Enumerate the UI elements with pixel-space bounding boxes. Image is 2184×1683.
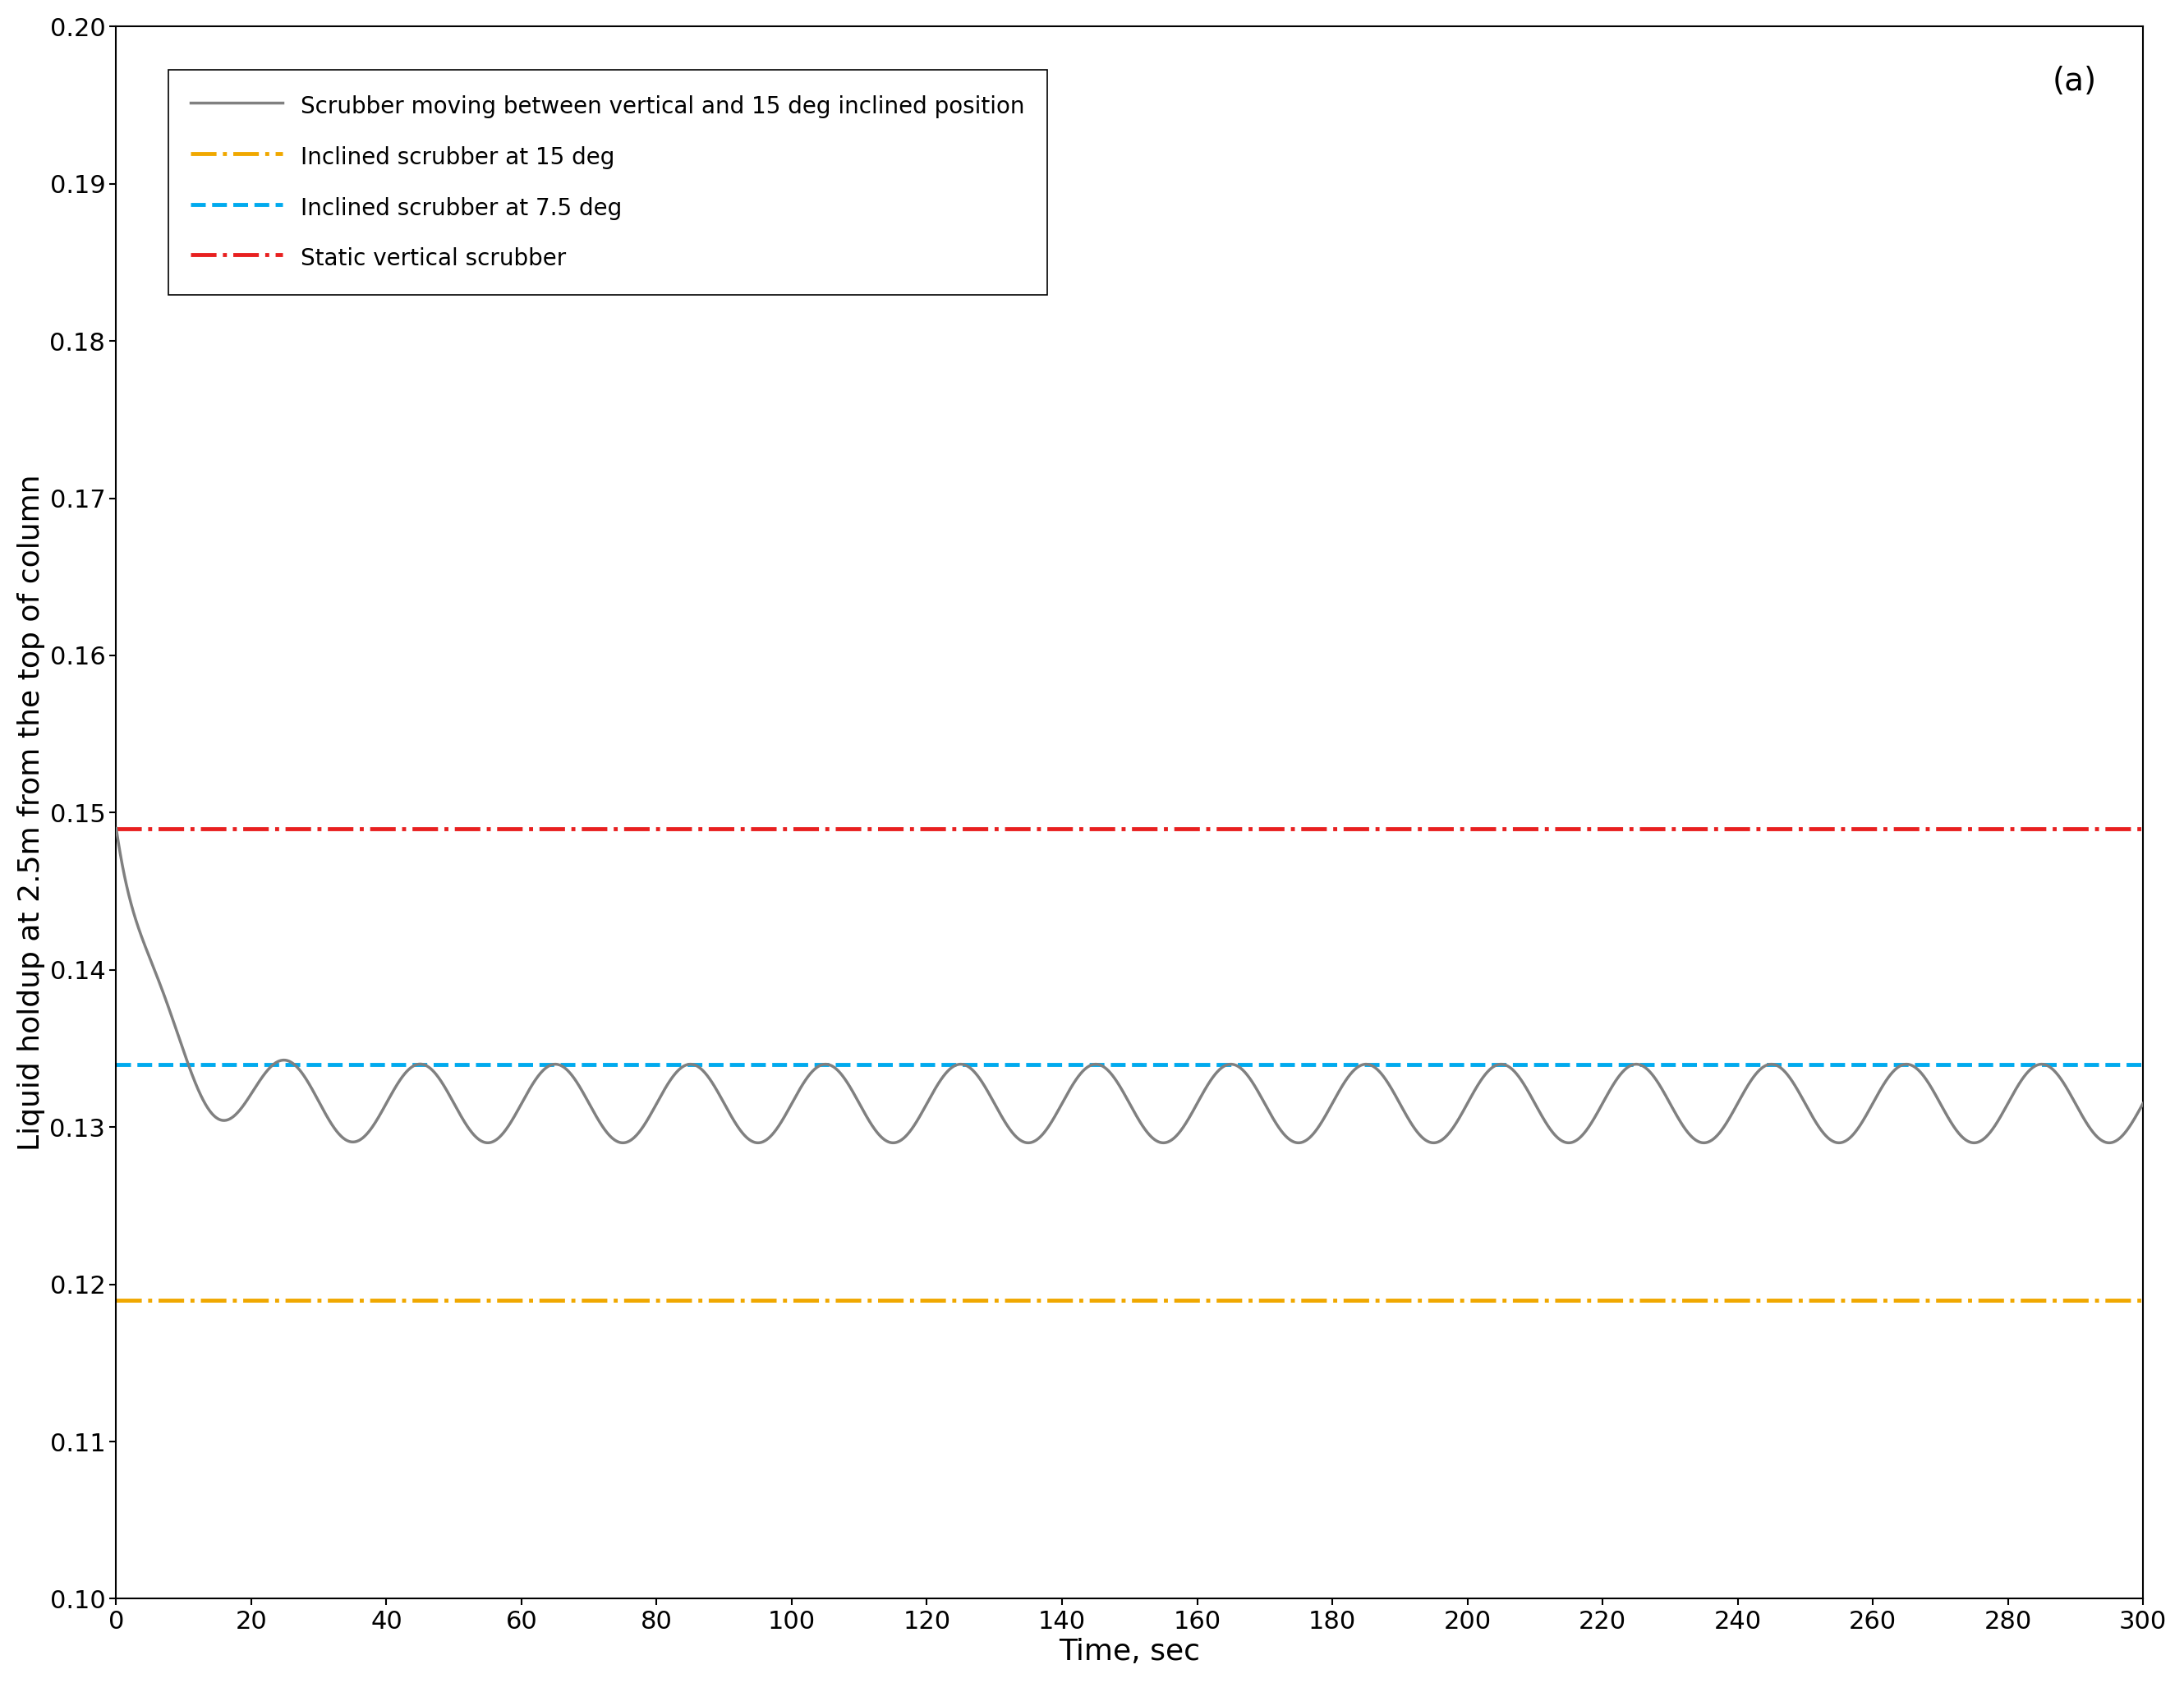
Legend: Scrubber moving between vertical and 15 deg inclined position, Inclined scrubber: Scrubber moving between vertical and 15 … xyxy=(168,69,1048,295)
Text: (a): (a) xyxy=(2053,66,2097,98)
Y-axis label: Liquid holdup at 2.5m from the top of column: Liquid holdup at 2.5m from the top of co… xyxy=(17,475,46,1151)
X-axis label: Time, sec: Time, sec xyxy=(1059,1638,1201,1666)
